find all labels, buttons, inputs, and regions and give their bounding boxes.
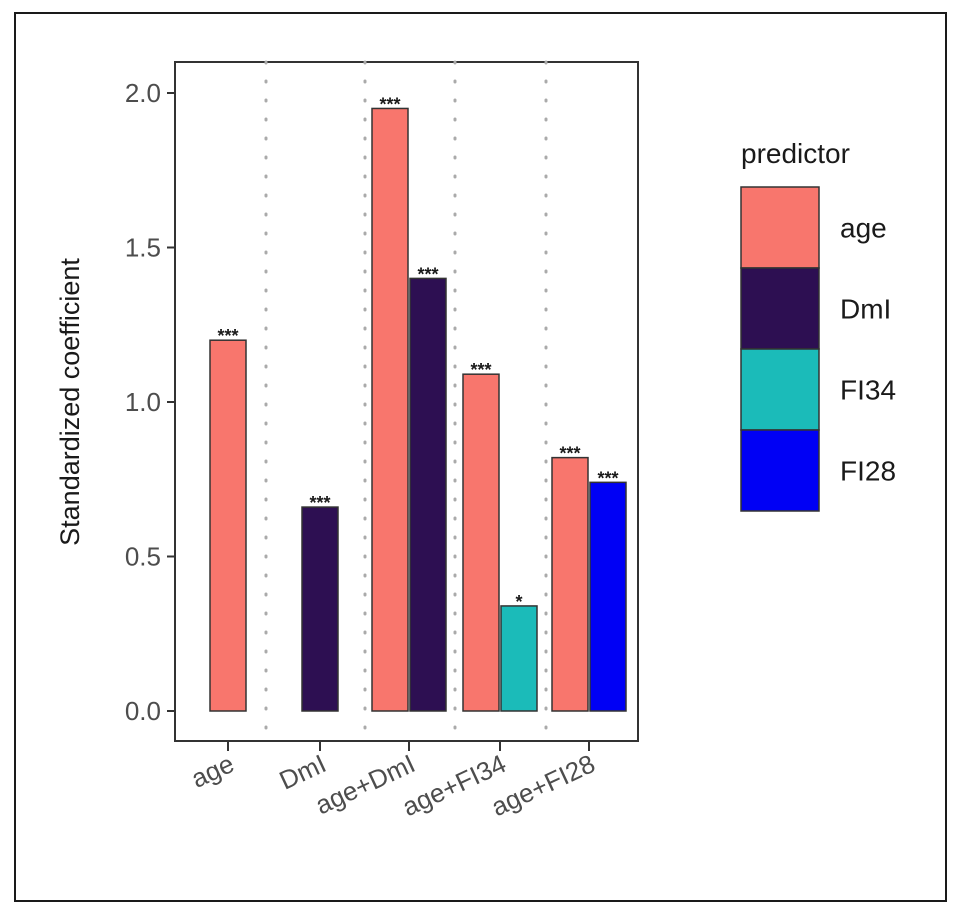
y-tick-label: 1.5 <box>125 233 161 263</box>
significance-label: *** <box>559 444 580 464</box>
bar-age-age <box>209 339 247 712</box>
significance-label: *** <box>417 264 438 284</box>
x-tick-label: age <box>187 748 239 794</box>
significance-label: * <box>515 592 522 612</box>
significance-label: *** <box>597 468 618 488</box>
x-tick-label: age+FI28 <box>487 748 600 822</box>
y-tick-label: 2.0 <box>125 78 161 108</box>
significance-label: *** <box>309 493 330 513</box>
group-separators <box>264 60 548 743</box>
x-tick-label: age+DmI <box>311 748 420 820</box>
legend-label-fi28: FI28 <box>840 456 896 487</box>
legend-items: age DmI FI34 FI28 <box>740 186 896 512</box>
legend-swatch-fi34 <box>740 348 820 431</box>
legend-label-fi34: FI34 <box>840 375 896 406</box>
bar-age-plus-fi28-fi28 <box>589 481 627 712</box>
legend-label-dmi: DmI <box>840 294 891 325</box>
y-axis: 0.0 0.5 1.0 1.5 2.0 <box>125 78 175 726</box>
legend-label-age: age <box>840 213 887 244</box>
y-tick-label: 0.0 <box>125 696 161 726</box>
bar-age-plus-dmi-dmi <box>409 277 447 712</box>
legend-swatch-age <box>740 186 820 269</box>
significance-label: *** <box>379 94 400 114</box>
bar-age-plus-fi34-fi34 <box>500 605 538 712</box>
significance-label: *** <box>217 326 238 346</box>
legend-swatch-dmi <box>740 267 820 350</box>
bars-layer <box>209 107 627 712</box>
significance-labels: ********************** <box>217 94 618 611</box>
bar-age-plus-fi28-age <box>551 456 589 712</box>
y-tick-label: 0.5 <box>125 542 161 572</box>
legend-title: predictor <box>741 138 850 169</box>
legend: predictor age DmI FI34 FI28 <box>740 138 896 512</box>
bar-age-plus-fi34-age <box>462 373 500 712</box>
significance-label: *** <box>470 360 491 380</box>
y-tick-label: 1.0 <box>125 387 161 417</box>
bar-dmi-dmi <box>301 506 339 712</box>
bar-age-plus-dmi-age <box>371 107 409 712</box>
y-axis-label: Standardized coefficient <box>55 258 85 546</box>
legend-swatch-fi28 <box>740 429 820 512</box>
